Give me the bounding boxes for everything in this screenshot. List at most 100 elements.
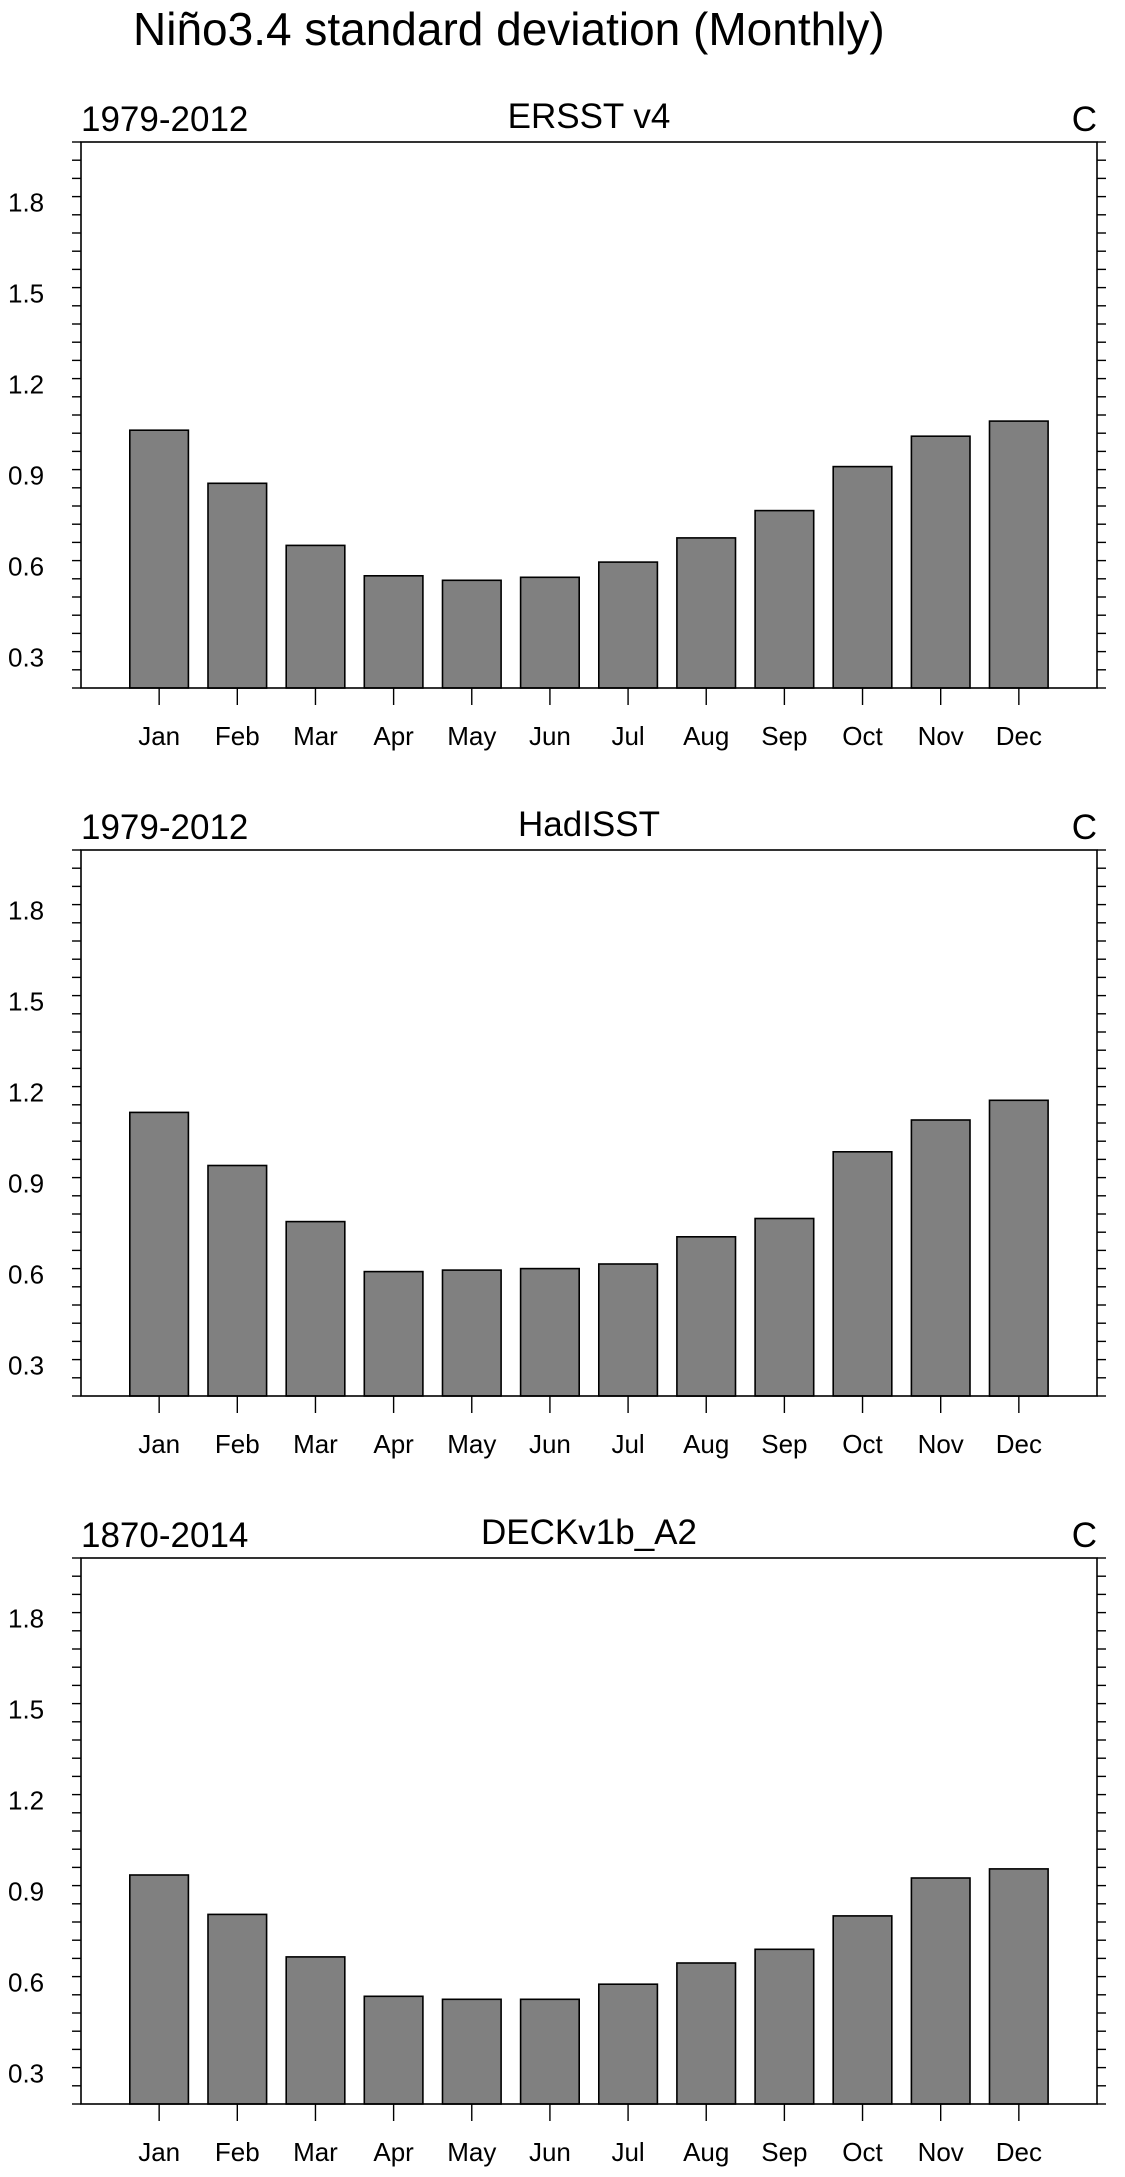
figure-title: Niño3.4 standard deviation (Monthly) [133,3,885,55]
bar-oct [832,1915,893,2105]
x-tick-label: May [447,721,496,751]
bar-may [441,1998,502,2105]
chart-panel-3: 0.3 0.6 0.9 1.2 1.5 1.8 Jan Feb Mar Apr May Jun Jul A… [8,1513,1106,2167]
bar-feb [207,1164,268,1397]
y-tick-label: 1.5 [8,279,44,309]
y-tick-label: 1.8 [8,1604,44,1634]
x-tick-label: Jan [138,2137,180,2167]
bar-dec [988,420,1049,689]
bar-nov [910,435,971,689]
bar-apr [363,1270,424,1397]
panel-period-label: 1979-2012 [81,808,248,847]
bar-nov [910,1119,971,1397]
bar-jun [519,1267,580,1397]
bar-jul [597,1983,659,2105]
x-tick-label: Apr [373,721,414,751]
bar-mar [285,1220,346,1397]
bar-jul [597,1263,659,1397]
y-tick-label: 0.9 [8,461,44,491]
x-tick-label: Mar [293,2137,338,2167]
bar-sep [754,509,815,689]
bar-jan [129,1874,190,2105]
y-tick-label: 0.3 [8,2059,44,2089]
panel-units-label: C [1072,808,1097,847]
x-tick-label: Jun [529,1429,571,1459]
x-tick-label: Mar [293,721,338,751]
bar-oct [832,1151,893,1397]
x-tick-label: Nov [918,1429,964,1459]
bar-jun [519,576,580,689]
panel-title: DECKv1b_A2 [481,1513,697,1552]
bar-feb [207,482,268,689]
bar-aug [676,1236,737,1397]
x-tick-label: Dec [996,1429,1042,1459]
y-tick-label: 0.9 [8,1877,44,1907]
bar-may [441,579,502,689]
x-tick-label: Aug [683,1429,729,1459]
x-tick-label: Jul [611,2137,644,2167]
bar-jan [129,429,190,689]
bar-jan [129,1111,190,1397]
x-tick-label: Feb [215,1429,260,1459]
y-tick-label: 0.6 [8,1968,44,1998]
panel-period-label: 1979-2012 [81,100,248,139]
x-tick-label: Aug [683,2137,729,2167]
panel-title: ERSST v4 [508,97,671,136]
bar-mar [285,544,346,689]
y-tick-label: 0.6 [8,1260,44,1290]
bar-dec [988,1099,1049,1397]
x-tick-label: Sep [761,1429,807,1459]
x-tick-label: May [447,2137,496,2167]
x-tick-label: Apr [373,1429,414,1459]
x-tick-label: Nov [918,721,964,751]
panel-units-label: C [1072,100,1097,139]
bar-apr [363,574,424,689]
y-tick-label: 0.3 [8,1351,44,1381]
bar-feb [207,1913,268,2105]
bar-mar [285,1956,346,2105]
x-tick-label: Oct [842,2137,883,2167]
y-tick-label: 1.5 [8,987,44,1017]
x-tick-label: Jul [611,1429,644,1459]
x-tick-label: Sep [761,2137,807,2167]
bar-jun [519,1998,580,2105]
bar-apr [363,1995,424,2105]
bar-may [441,1269,502,1397]
x-tick-label: Jul [611,721,644,751]
panel-title: HadISST [518,805,660,844]
x-tick-label: Jun [529,721,571,751]
bar-dec [988,1868,1049,2105]
x-tick-label: Aug [683,721,729,751]
bar-oct [832,465,893,689]
x-tick-label: Apr [373,2137,414,2167]
chart-panel-1: 0.3 0.6 0.9 1.2 1.5 1.8 Jan Feb Mar Apr May Jun Jul A… [8,97,1106,751]
x-tick-label: Sep [761,721,807,751]
x-tick-label: Jan [138,721,180,751]
x-tick-label: Jan [138,1429,180,1459]
bar-jul [597,561,659,689]
x-tick-label: Oct [842,721,883,751]
bar-sep [754,1217,815,1397]
x-tick-label: Oct [842,1429,883,1459]
chart-panel-2: 0.3 0.6 0.9 1.2 1.5 1.8 Jan Feb Mar Apr May Jun Jul A… [8,805,1106,1459]
y-tick-label: 1.2 [8,1078,44,1108]
y-tick-label: 1.8 [8,188,44,218]
panel-period-label: 1870-2014 [81,1516,248,1555]
x-tick-label: Dec [996,721,1042,751]
y-tick-label: 0.3 [8,643,44,673]
y-tick-label: 1.2 [8,370,44,400]
x-tick-label: Mar [293,1429,338,1459]
y-tick-label: 0.9 [8,1169,44,1199]
bar-aug [676,1962,737,2105]
x-tick-label: May [447,1429,496,1459]
x-tick-label: Feb [215,2137,260,2167]
bar-aug [676,537,737,689]
panel-units-label: C [1072,1516,1097,1555]
bar-sep [754,1948,815,2105]
x-tick-label: Nov [918,2137,964,2167]
bar-nov [910,1877,971,2105]
x-tick-label: Dec [996,2137,1042,2167]
y-tick-label: 1.2 [8,1786,44,1816]
y-tick-label: 1.5 [8,1695,44,1725]
